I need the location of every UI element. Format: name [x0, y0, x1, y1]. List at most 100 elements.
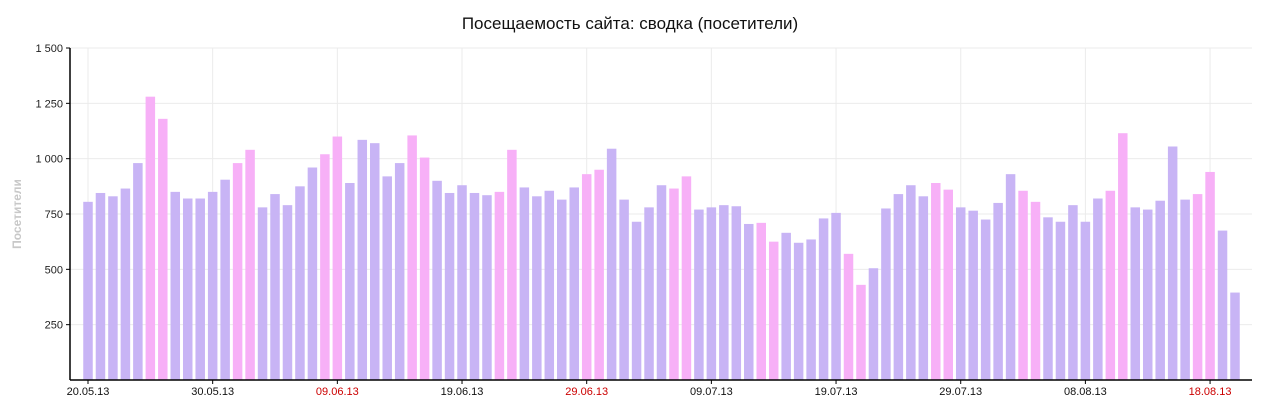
- bar-weekday: [968, 210, 978, 380]
- bar-weekend: [507, 149, 517, 380]
- bar-weekend: [419, 157, 430, 380]
- bar-weekday: [120, 188, 131, 380]
- bar-weekday: [831, 212, 841, 380]
- bar-weekday: [457, 185, 467, 380]
- bars: [83, 96, 1240, 380]
- bar-weekday: [818, 218, 829, 380]
- bar-weekday: [1005, 174, 1016, 380]
- bar-weekday: [432, 180, 442, 380]
- bar-weekday: [394, 163, 405, 380]
- bar-weekday: [1180, 199, 1190, 380]
- bar-weekday: [182, 198, 193, 380]
- bar-weekday: [893, 194, 904, 380]
- bar-weekday: [868, 268, 879, 380]
- bar-weekday: [993, 202, 1003, 380]
- bar-weekday: [955, 207, 966, 380]
- x-tick-label: 20.05.13: [67, 386, 110, 398]
- bar-weekend: [1018, 190, 1028, 380]
- bar-weekday: [1093, 198, 1103, 380]
- bar-weekday: [482, 195, 492, 380]
- bar-weekday: [1043, 217, 1053, 380]
- bar-weekday: [108, 196, 118, 380]
- bar-weekday: [270, 194, 280, 380]
- x-tick-label: 29.06.13: [565, 386, 608, 398]
- bar-weekend: [594, 169, 604, 380]
- bar-weekday: [257, 207, 268, 380]
- bar-weekday: [781, 232, 791, 380]
- y-tick-label: 250: [45, 320, 63, 332]
- bar-weekday: [133, 163, 143, 380]
- bar-weekday: [220, 179, 230, 380]
- bar-weekday: [382, 176, 392, 380]
- bar-weekday: [881, 208, 891, 380]
- bar-weekend: [407, 135, 417, 380]
- bar-weekday: [744, 223, 754, 380]
- bar-weekend: [669, 188, 679, 380]
- bar-weekday: [1130, 207, 1141, 380]
- bar-weekday: [532, 196, 542, 380]
- y-axis-label: Посетители: [10, 179, 24, 249]
- bar-weekend: [856, 284, 866, 380]
- y-tick-label: 1 250: [35, 98, 63, 110]
- bar-weekday: [170, 191, 181, 380]
- bar-weekday: [207, 191, 218, 380]
- x-tick-label: 19.06.13: [441, 386, 484, 398]
- x-tick-label: 09.06.13: [316, 386, 359, 398]
- bar-weekend: [681, 176, 692, 380]
- bar-weekday: [370, 143, 380, 380]
- x-tick-label: 09.07.13: [690, 386, 733, 398]
- bar-weekday: [469, 192, 480, 380]
- bar-weekday: [195, 198, 205, 380]
- bar-weekday: [357, 139, 368, 380]
- bar-weekday: [307, 167, 318, 380]
- bar-weekend: [1192, 194, 1203, 380]
- bar-weekday: [544, 190, 555, 380]
- bar-weekday: [295, 186, 305, 380]
- bar-weekend: [332, 136, 343, 380]
- bar-weekday: [656, 185, 667, 380]
- bar-weekend: [1105, 190, 1116, 380]
- bar-weekday: [1068, 205, 1078, 380]
- bar-weekday: [719, 205, 729, 380]
- x-tick-label: 18.08.13: [1189, 386, 1232, 398]
- bar-weekday: [606, 148, 617, 380]
- bar-weekday: [282, 205, 293, 380]
- bar-weekend: [232, 163, 243, 380]
- bar-weekday: [1230, 292, 1240, 380]
- bar-weekday: [918, 196, 929, 380]
- bar-weekday: [1080, 221, 1091, 380]
- chart-title: Посещаемость сайта: сводка (посетители): [461, 14, 799, 33]
- bar-weekday: [444, 192, 455, 380]
- y-tick-label: 1 000: [35, 154, 63, 166]
- bar-weekday: [706, 207, 717, 380]
- y-tick-label: 750: [45, 209, 63, 221]
- bar-weekday: [806, 239, 816, 380]
- bar-weekday: [631, 221, 642, 380]
- y-tick-label: 1 500: [35, 43, 63, 55]
- bar-weekend: [943, 189, 953, 380]
- bar-weekday: [906, 185, 916, 380]
- bar-weekday: [1167, 146, 1178, 380]
- bar-weekend: [1030, 201, 1041, 380]
- bar-weekday: [644, 207, 654, 380]
- bar-weekday: [1155, 200, 1165, 380]
- bar-weekday: [83, 201, 93, 380]
- bar-weekday: [557, 199, 567, 380]
- y-tick-labels: 250 500 750 1 000 1 250 1 500: [35, 43, 70, 332]
- bar-weekday: [519, 187, 530, 380]
- bar-weekday: [95, 192, 106, 380]
- bar-weekend: [1118, 133, 1128, 380]
- bar-weekend: [756, 222, 766, 380]
- bar-weekend: [145, 96, 156, 380]
- bar-weekend: [494, 191, 505, 380]
- bar-weekend: [768, 241, 779, 380]
- x-tick-label: 19.07.13: [815, 386, 858, 398]
- bar-weekend: [320, 154, 330, 380]
- bar-weekday: [619, 199, 629, 380]
- y-tick-label: 500: [45, 264, 63, 276]
- bar-weekend: [931, 183, 941, 380]
- bar-weekday: [980, 219, 991, 380]
- bar-weekday: [1217, 230, 1228, 380]
- bar-weekday: [1055, 221, 1066, 380]
